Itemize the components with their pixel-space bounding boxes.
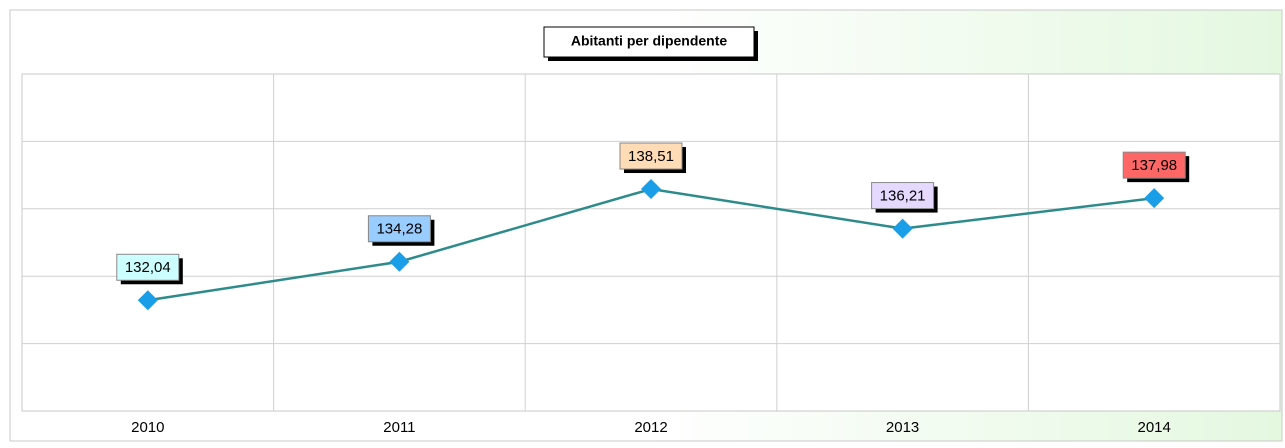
data-label: 136,21	[880, 188, 926, 205]
chart-title: Abitanti per dipendente	[571, 33, 728, 49]
point-marker	[137, 290, 158, 311]
data-label-box	[619, 142, 683, 170]
data-label-box	[1122, 151, 1186, 179]
data-label-box	[116, 253, 180, 281]
data-label-box	[367, 215, 431, 243]
title-box	[543, 26, 755, 58]
data-label-box	[871, 182, 935, 210]
point-marker	[892, 218, 913, 239]
x-tick-label: 2013	[886, 419, 919, 436]
x-tick-label: 2011	[383, 419, 415, 436]
point-marker	[641, 179, 661, 200]
point-marker	[389, 251, 410, 272]
data-label: 138,51	[628, 148, 674, 165]
data-label: 132,04	[125, 259, 171, 276]
x-tick-label: 2014	[1138, 419, 1171, 436]
x-tick-label: 2012	[634, 419, 667, 436]
point-marker	[1144, 188, 1165, 209]
plot-area	[21, 73, 1281, 412]
data-label: 134,28	[376, 221, 422, 238]
x-tick-label: 2010	[131, 419, 164, 436]
data-label: 137,98	[1131, 157, 1177, 174]
